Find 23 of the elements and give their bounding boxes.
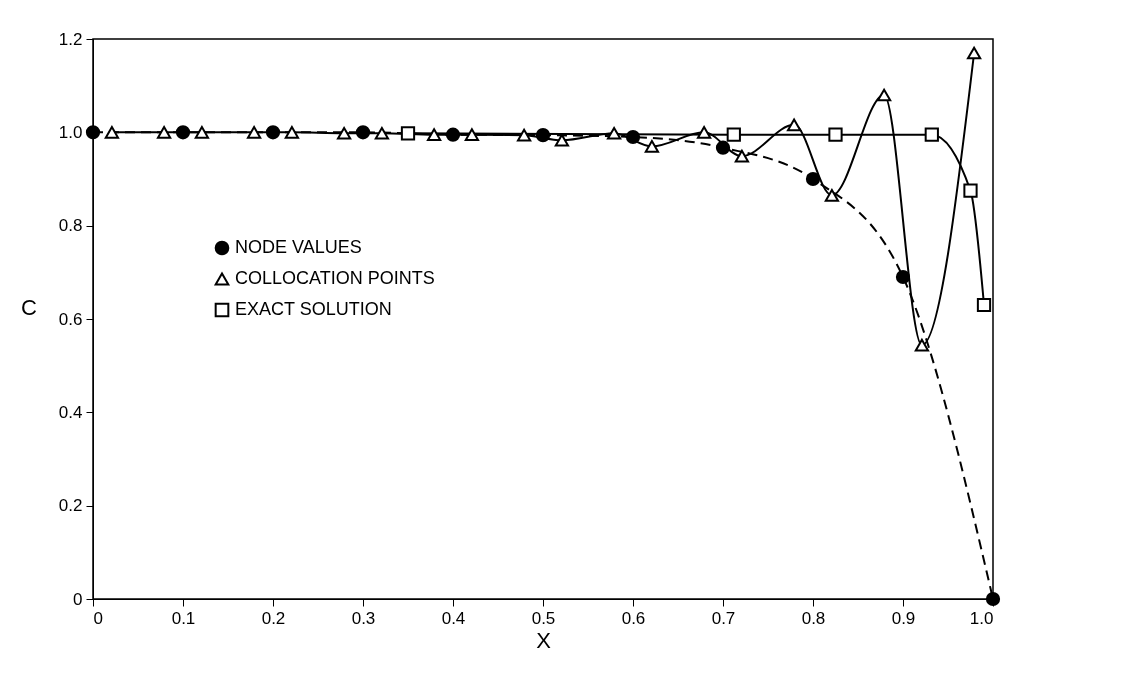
x-axis-title: X bbox=[536, 627, 552, 653]
legend-label: EXACT SOLUTION bbox=[235, 299, 392, 319]
x-tick-label: 0.4 bbox=[441, 608, 466, 628]
y-tick-label: 1.2 bbox=[58, 29, 83, 49]
y-axis-title: C bbox=[20, 294, 37, 320]
y-tick-label: 0.8 bbox=[58, 216, 83, 236]
x-tick-label: 1.0 bbox=[969, 608, 994, 628]
x-tick-label: 0.1 bbox=[171, 608, 196, 628]
x-tick-label: 0.2 bbox=[261, 608, 286, 628]
x-tick-label: 0 bbox=[93, 608, 103, 628]
x-tick-label: 0.3 bbox=[351, 608, 376, 628]
x-tick-label: 0.6 bbox=[621, 608, 646, 628]
x-tick-label: 0.9 bbox=[891, 608, 916, 628]
x-tick-label: 0.8 bbox=[801, 608, 826, 628]
y-tick-label: 0.4 bbox=[58, 402, 83, 422]
legend-label: NODE VALUES bbox=[235, 237, 362, 257]
x-tick-label: 0.7 bbox=[711, 608, 736, 628]
y-tick-label: 0.2 bbox=[58, 496, 83, 516]
x-tick-label: 0.5 bbox=[531, 608, 556, 628]
y-tick-label: 0 bbox=[73, 589, 83, 609]
y-tick-label: 0.6 bbox=[58, 309, 83, 329]
y-tick-label: 1.0 bbox=[58, 122, 83, 142]
legend-label: COLLOCATION POINTS bbox=[235, 268, 435, 288]
